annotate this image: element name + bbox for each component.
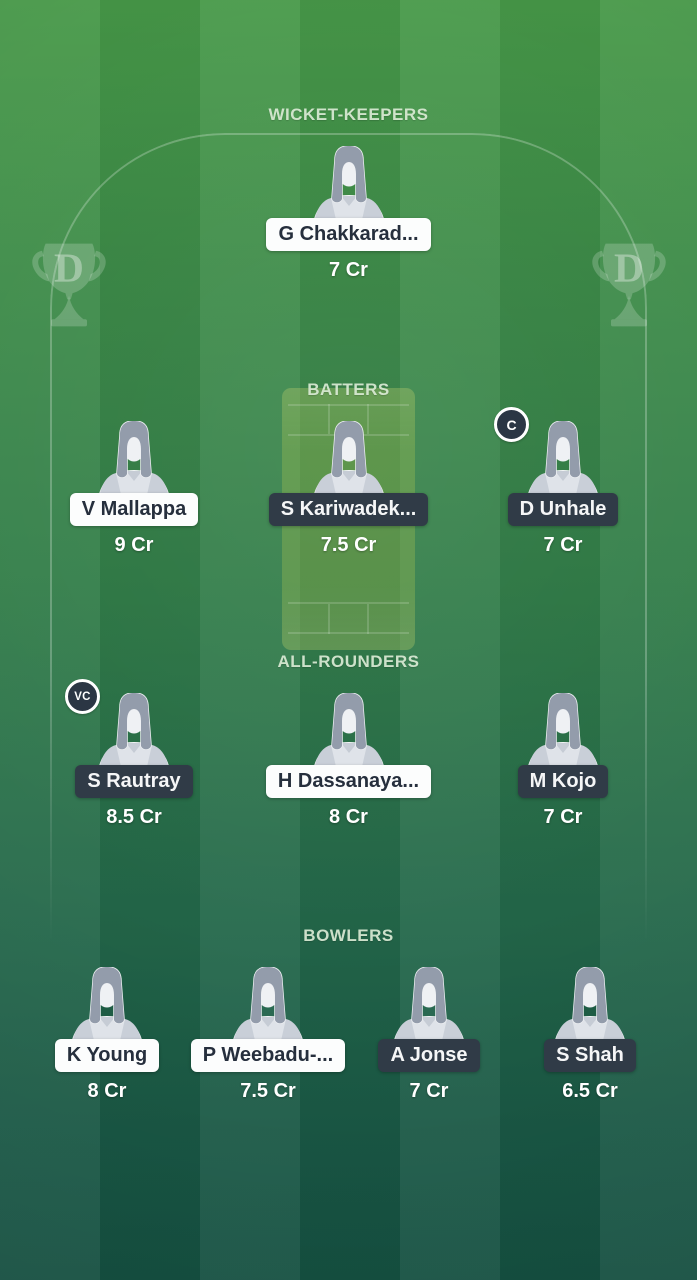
player-card[interactable]: C D Unhale 7 Cr (463, 407, 663, 557)
player-price: 6.5 Cr (562, 1080, 618, 1102)
player-name-pill[interactable]: G Chakkarad... (266, 218, 431, 251)
player-name-pill[interactable]: D Unhale (507, 493, 619, 526)
section-label: BATTERS (307, 380, 390, 399)
crease-line (367, 604, 369, 634)
player-card[interactable]: K Young 8 Cr (27, 967, 187, 1103)
player-avatar (522, 693, 604, 771)
section-label: BOWLERS (303, 926, 394, 945)
section-label: ALL-ROUNDERS (277, 652, 420, 671)
player-price: 7 Cr (329, 259, 368, 281)
player-name-pill[interactable]: M Kojo (517, 765, 609, 798)
player-price: 7 Cr (543, 534, 583, 556)
player-avatar (308, 146, 390, 224)
player-avatar: VC (65, 679, 175, 771)
captain-badge: C (494, 407, 529, 442)
player-avatar (549, 967, 631, 1045)
player-card[interactable]: G Chakkarad... 7 Cr (249, 146, 449, 282)
crease-line (328, 604, 330, 634)
player-card[interactable]: V Mallappa 9 Cr (34, 421, 234, 557)
player-avatar (308, 421, 390, 499)
player-price: 7.5 Cr (240, 1080, 296, 1102)
player-name-pill[interactable]: S Rautray (75, 765, 193, 798)
player-avatar: C (494, 407, 604, 499)
player-card[interactable]: S Kariwadek... 7.5 Cr (249, 421, 449, 557)
player-price: 8 Cr (329, 806, 368, 828)
player-name-pill[interactable]: V Mallappa (69, 493, 199, 526)
player-price: 7 Cr (409, 1080, 449, 1102)
player-price: 7.5 Cr (320, 534, 377, 556)
player-avatar (66, 967, 148, 1045)
crease-line (288, 632, 409, 634)
crease-line (288, 602, 409, 604)
section-label: WICKET-KEEPERS (268, 105, 429, 124)
player-price: 9 Cr (114, 534, 154, 556)
player-card[interactable]: A Jonse 7 Cr (349, 967, 509, 1103)
player-card[interactable]: P Weebadu-... 7.5 Cr (188, 967, 348, 1103)
player-name-pill[interactable]: K Young (54, 1039, 160, 1072)
section-bowlers: BOWLERS K Young 8 Cr P Weebadu-... 7.5 C… (0, 925, 697, 1103)
player-card[interactable]: VC S Rautray 8.5 Cr (34, 679, 234, 829)
player-avatar (93, 421, 175, 499)
player-avatar (388, 967, 470, 1045)
section-batters: BATTERS V Mallappa 9 Cr S Kariwadek... 7… (0, 379, 697, 557)
player-price: 8.5 Cr (106, 806, 162, 828)
player-card[interactable]: H Dassanaya... 8 Cr (249, 693, 449, 829)
player-avatar (227, 967, 309, 1045)
player-name-pill[interactable]: A Jonse (378, 1039, 480, 1072)
player-avatar (308, 693, 390, 771)
player-card[interactable]: M Kojo 7 Cr (463, 693, 663, 829)
player-name-pill[interactable]: H Dassanaya... (265, 765, 432, 798)
vice-captain-badge: VC (65, 679, 100, 714)
player-price: 8 Cr (87, 1080, 127, 1102)
section-all-rounders: ALL-ROUNDERS VC S Rautray 8.5 Cr H Dassa… (0, 651, 697, 829)
player-price: 7 Cr (543, 806, 583, 828)
player-card[interactable]: S Shah 6.5 Cr (510, 967, 670, 1103)
player-name-pill[interactable]: S Shah (544, 1039, 636, 1072)
player-name-pill[interactable]: S Kariwadek... (268, 493, 429, 526)
player-name-pill[interactable]: P Weebadu-... (190, 1039, 346, 1072)
section-wicket-keepers: WICKET-KEEPERS G Chakkarad... 7 Cr (0, 104, 697, 282)
